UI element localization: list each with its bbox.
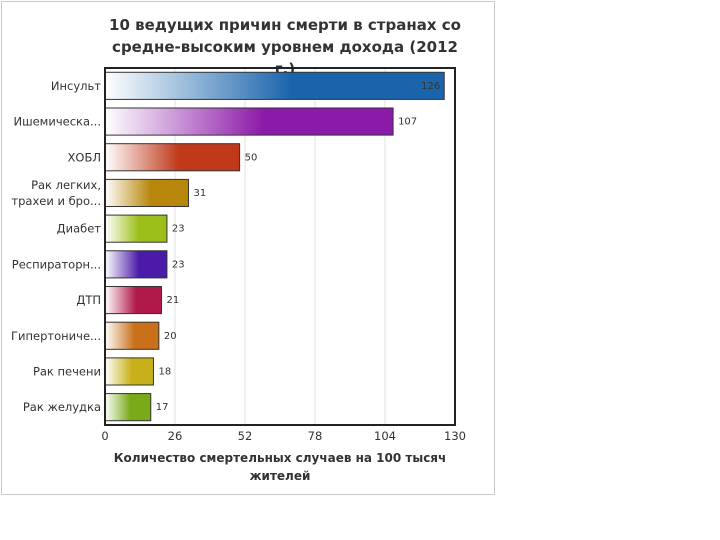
bars: [104, 71, 445, 422]
x-tick-label: 104: [374, 429, 396, 443]
category-label: Ишемическа...: [13, 115, 101, 129]
x-tick-label: 78: [308, 429, 323, 443]
x-axis-title: Количество смертельных случаев на 100 ты…: [105, 449, 455, 485]
bar: [104, 178, 189, 208]
bar: [104, 71, 445, 100]
category-label: ДТП: [76, 293, 101, 307]
bar: [104, 107, 394, 136]
category-label: Респираторн...: [12, 257, 101, 271]
x-tick-label: 26: [168, 429, 183, 443]
data-label: 31: [193, 188, 206, 199]
category-label: Рак легких,: [31, 178, 101, 192]
data-label: 17: [156, 402, 169, 413]
category-label: Инсульт: [51, 79, 101, 93]
bar: [104, 321, 160, 350]
category-label: Рак желудка: [23, 400, 101, 414]
bar: [104, 250, 168, 279]
data-label: 21: [167, 295, 180, 306]
category-label: Рак печени: [33, 364, 101, 378]
data-labels: 126 107 50 31 23 23 21 20 18 17: [156, 81, 440, 413]
category-label: трахеи и бро...: [11, 194, 101, 208]
data-label: 107: [398, 117, 417, 128]
category-labels: Инсульт Ишемическа... ХОБЛ Рак легких, трахе…: [11, 79, 101, 414]
data-label: 23: [172, 224, 185, 235]
x-tick-label: 0: [101, 429, 108, 443]
x-axis-ticks: 0 26 52 78 104 130: [101, 429, 466, 443]
chart-title-line-1: 10 ведущих причин смерти в странах со: [109, 16, 461, 34]
bar: [104, 285, 163, 315]
x-axis-title-line-2: жителей: [249, 469, 311, 483]
data-label: 20: [164, 331, 177, 342]
bar: [104, 214, 168, 243]
x-axis-title-line-1: Количество смертельных случаев на 100 ты…: [113, 451, 447, 465]
bar: [104, 357, 154, 386]
x-tick-label: 52: [238, 429, 253, 443]
x-tick-label: 130: [444, 429, 466, 443]
chart-title: 10 ведущих причин смерти в странах со ср…: [100, 14, 470, 80]
data-label: 126: [421, 81, 440, 92]
data-label: 18: [158, 366, 171, 377]
plot-area-frame: [104, 67, 456, 426]
bar: [104, 393, 152, 422]
bar: [104, 143, 241, 172]
data-label: 50: [245, 152, 258, 163]
category-label: ХОБЛ: [68, 150, 101, 164]
category-label: Диабет: [57, 222, 102, 236]
data-label: 23: [172, 259, 185, 270]
category-label: Гипертониче...: [11, 329, 101, 343]
